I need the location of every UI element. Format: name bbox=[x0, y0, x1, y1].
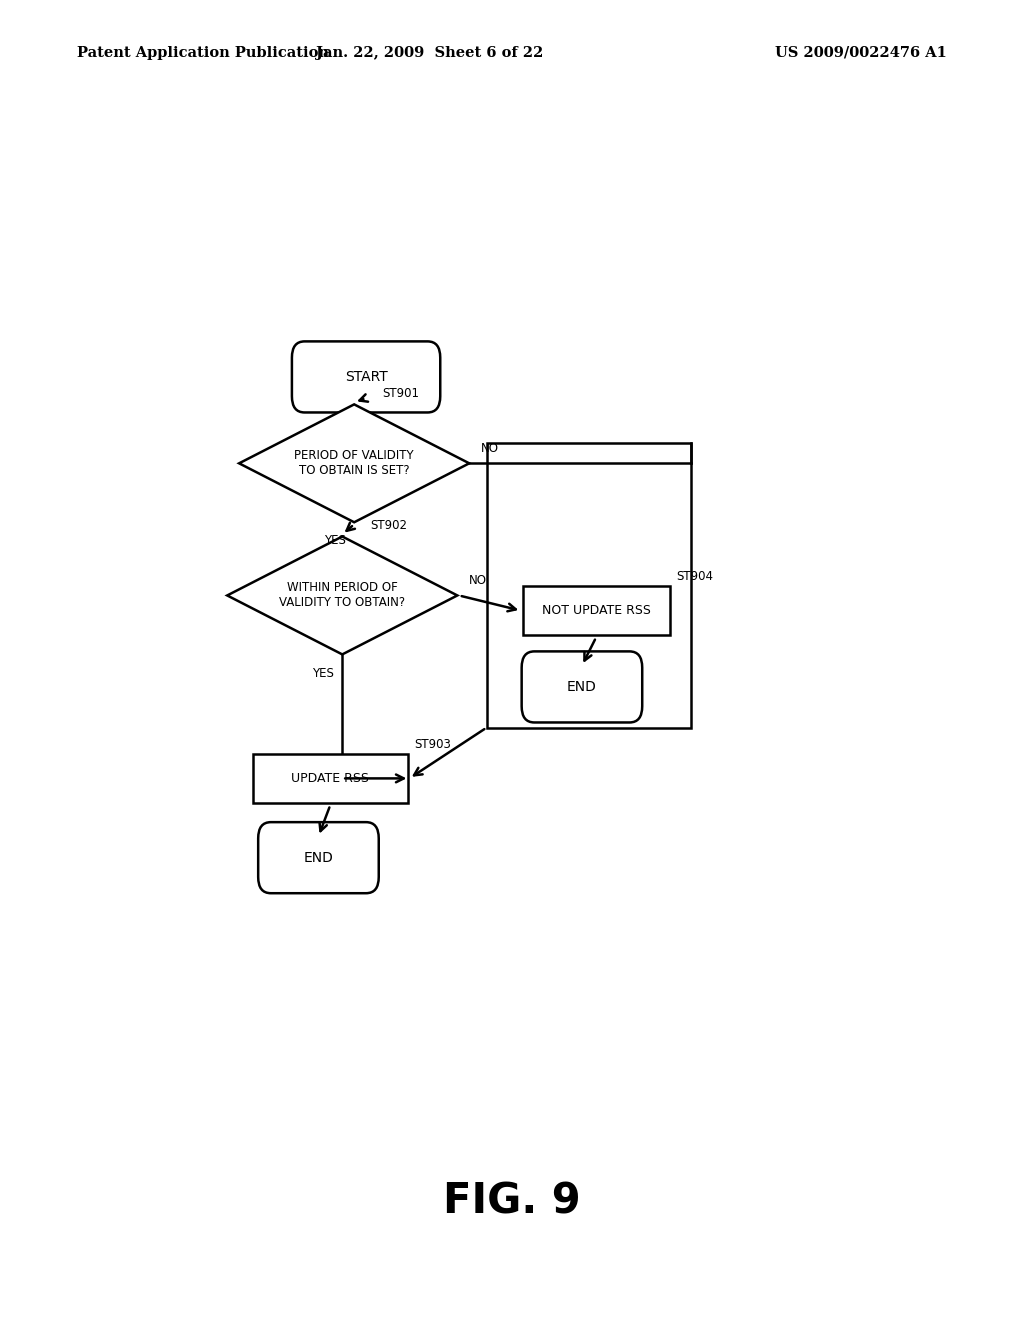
Text: ST901: ST901 bbox=[382, 387, 419, 400]
Text: NO: NO bbox=[481, 442, 499, 455]
Text: ST902: ST902 bbox=[370, 520, 408, 532]
Polygon shape bbox=[227, 536, 458, 655]
Text: PERIOD OF VALIDITY
TO OBTAIN IS SET?: PERIOD OF VALIDITY TO OBTAIN IS SET? bbox=[294, 449, 414, 478]
Text: NOT UPDATE RSS: NOT UPDATE RSS bbox=[542, 605, 650, 618]
Text: NO: NO bbox=[469, 574, 487, 587]
FancyBboxPatch shape bbox=[521, 651, 642, 722]
Text: YES: YES bbox=[325, 535, 346, 548]
FancyBboxPatch shape bbox=[258, 822, 379, 894]
Text: UPDATE RSS: UPDATE RSS bbox=[292, 772, 370, 785]
Text: END: END bbox=[303, 850, 334, 865]
Text: Jan. 22, 2009  Sheet 6 of 22: Jan. 22, 2009 Sheet 6 of 22 bbox=[316, 46, 544, 59]
Text: US 2009/0022476 A1: US 2009/0022476 A1 bbox=[775, 46, 947, 59]
Text: WITHIN PERIOD OF
VALIDITY TO OBTAIN?: WITHIN PERIOD OF VALIDITY TO OBTAIN? bbox=[280, 581, 406, 610]
Text: END: END bbox=[567, 680, 597, 694]
Polygon shape bbox=[239, 404, 469, 523]
Text: ST903: ST903 bbox=[414, 738, 451, 751]
Text: ST904: ST904 bbox=[676, 570, 713, 583]
Bar bbox=[486, 444, 691, 727]
Text: YES: YES bbox=[312, 667, 334, 680]
Text: START: START bbox=[345, 370, 387, 384]
Text: Patent Application Publication: Patent Application Publication bbox=[77, 46, 329, 59]
Text: FIG. 9: FIG. 9 bbox=[443, 1180, 581, 1222]
FancyBboxPatch shape bbox=[292, 342, 440, 412]
Bar bbox=[523, 586, 670, 635]
Bar bbox=[253, 754, 408, 803]
